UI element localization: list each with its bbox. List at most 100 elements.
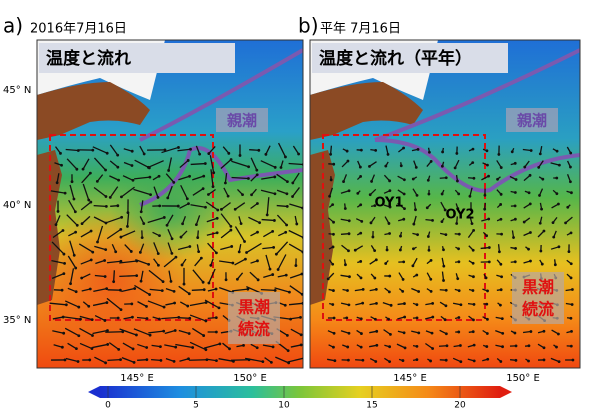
current-arrow (292, 172, 300, 184)
arrow-head (486, 317, 489, 321)
current-arrow (79, 327, 93, 337)
arrow-head (104, 204, 108, 208)
arrow-head (567, 250, 571, 254)
arrow-head (569, 276, 573, 280)
current-arrow (276, 189, 288, 195)
current-arrow (222, 342, 230, 350)
current-arrow (210, 169, 214, 187)
arrow-head (443, 318, 447, 322)
arrow-head (326, 277, 330, 281)
current-arrow (93, 187, 107, 197)
current-arrow (218, 358, 234, 362)
arrow-head (131, 315, 134, 319)
arrow-head (60, 163, 63, 167)
current-arrow (167, 185, 173, 199)
arrow-head (272, 245, 276, 249)
arrow-head (416, 147, 420, 151)
arrow-head (230, 245, 234, 248)
arrow-head (455, 222, 459, 225)
arrow-head (139, 279, 143, 283)
arrow-head (388, 274, 392, 278)
arrow-head (284, 155, 287, 159)
arrow-head (55, 181, 59, 185)
arrow-head (139, 210, 143, 214)
current-arrow (260, 160, 276, 168)
arrow-head (132, 361, 136, 364)
arrow-head (457, 192, 461, 196)
current-arrow (249, 149, 259, 151)
current-arrow (92, 301, 108, 307)
arrow-head (347, 249, 350, 253)
arrow-head (388, 345, 392, 349)
arrow-head (456, 207, 460, 210)
arrow-head (265, 213, 269, 217)
point-label: OY2 (445, 208, 474, 223)
arrow-head (331, 203, 335, 207)
current-arrow (382, 302, 392, 306)
current-arrow (153, 242, 159, 254)
arrow-head (120, 195, 123, 199)
current-arrow (167, 157, 173, 171)
arrow-head (258, 221, 262, 225)
current-arrow (277, 142, 287, 158)
analysis-box (49, 134, 214, 321)
arrow-head (399, 164, 403, 168)
current-arrow (263, 273, 273, 279)
colorbar-tick-label: 15 (366, 401, 377, 411)
current-arrow (192, 175, 204, 181)
arrow-head (513, 260, 517, 264)
current-arrow (109, 186, 119, 198)
arrow-head (177, 146, 180, 149)
panel-title: 温度と流れ (46, 48, 131, 69)
arrow-head (415, 303, 419, 307)
current-arrow (179, 301, 189, 307)
arrow-head (227, 151, 231, 155)
arrow-head (119, 235, 123, 239)
arrow-head (557, 360, 561, 364)
arrow-head (301, 301, 303, 305)
arrow-head (417, 331, 421, 335)
arrow-head (414, 165, 418, 169)
current-arrow (265, 254, 271, 270)
arrow-head (172, 290, 176, 293)
arrow-head (542, 229, 546, 233)
current-arrow (113, 270, 115, 282)
current-arrow (208, 268, 216, 284)
current-arrow (248, 216, 260, 224)
arrow-head (472, 343, 476, 347)
arrow-head (72, 197, 76, 201)
arrow-head (332, 289, 335, 292)
arrow-head (89, 258, 93, 262)
arrow-head (566, 205, 570, 209)
arrow-head (552, 235, 556, 239)
current-arrow (250, 174, 258, 182)
arrow-head (202, 288, 206, 292)
arrow-head (399, 234, 402, 238)
current-arrow (53, 344, 63, 348)
arrow-head (402, 331, 406, 335)
current-arrow (413, 215, 417, 225)
current-arrow (52, 330, 64, 334)
current-arrow (122, 175, 134, 181)
arrow-head (299, 333, 303, 337)
arrow-head (106, 343, 110, 346)
arrow-head (95, 179, 99, 183)
arrow-head (359, 345, 363, 349)
arrow-field (49, 142, 303, 365)
arrow-head (429, 359, 432, 363)
oyashio-flow (374, 48, 580, 142)
current-arrow (265, 145, 271, 155)
arrow-head (359, 231, 363, 235)
current-arrow (341, 244, 349, 252)
arrow-head (256, 202, 259, 205)
current-arrow (51, 273, 65, 279)
current-arrow (93, 216, 107, 224)
lon-label: 145° E (393, 373, 427, 384)
current-arrow (78, 243, 94, 253)
arrow-head (196, 236, 200, 239)
arrow-head (229, 228, 233, 232)
arrow-head (88, 287, 92, 291)
current-arrow (133, 328, 151, 336)
arrow-head (510, 150, 514, 154)
